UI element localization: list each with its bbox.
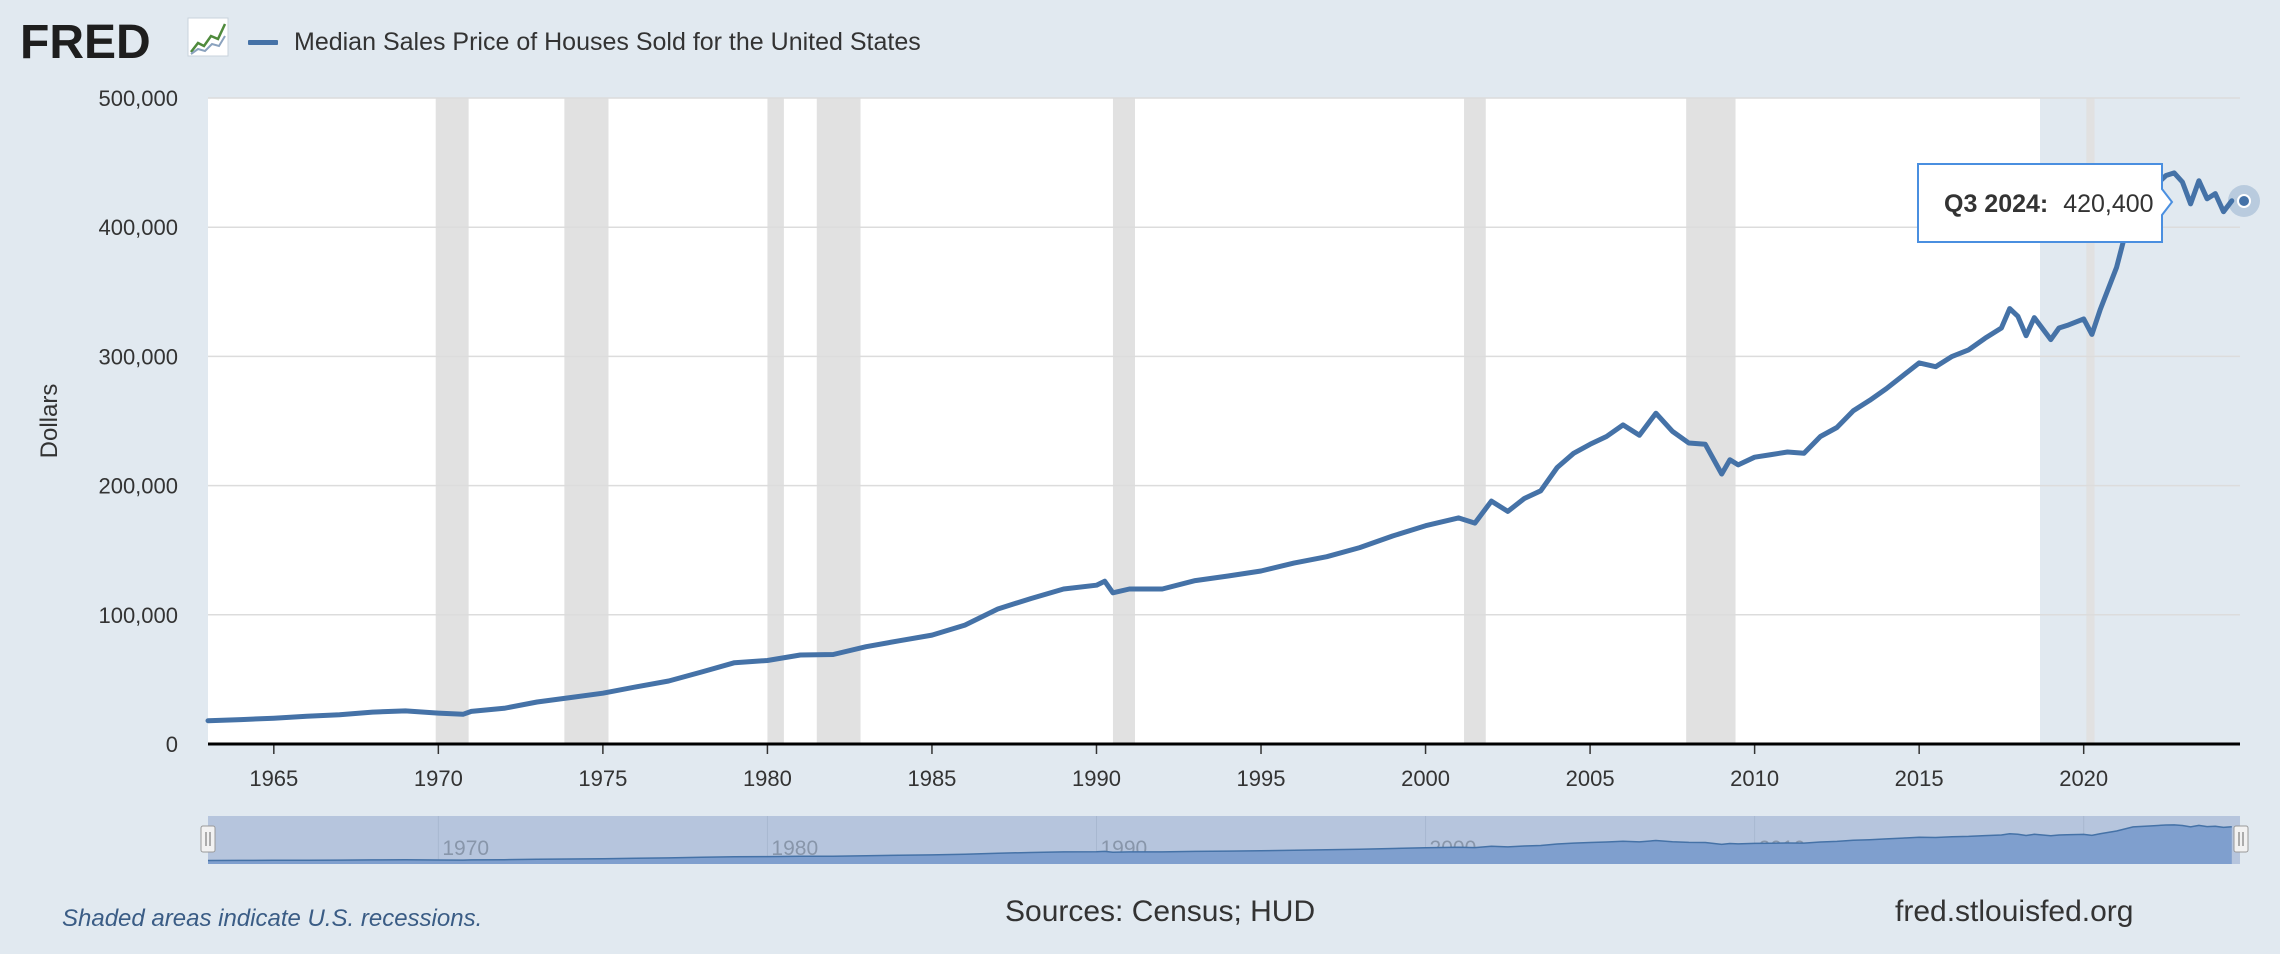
recession-bands [435,98,2095,744]
x-tick-label: 1965 [249,766,298,791]
navigator-tick-label: 1970 [442,837,489,860]
y-axis-title: Dollars [36,384,63,459]
svg-text:Q3 2024: 420,400: Q3 2024: 420,400 [1944,190,2154,218]
x-tick-label: 1995 [1237,766,1286,791]
navigator-handle-left[interactable] [200,825,216,853]
sources-text: Sources: Census; HUD [1005,895,1316,928]
recession-note: Shaded areas indicate U.S. recessions. [62,905,483,932]
x-tick-label: 1970 [414,766,463,791]
series-group [205,170,2235,724]
x-tick-label: 2015 [1895,766,1944,791]
fred-logo-text: FRED [20,16,151,68]
y-gridlines [208,97,2240,616]
time-navigator[interactable]: 197019801990200020102020 [200,816,2249,864]
x-tick-label: 2010 [1730,766,1779,791]
recession-band-3 [816,98,861,744]
recession-band-6 [1686,98,1736,744]
recession-band-2 [767,98,784,744]
legend-series-swatch [248,39,278,45]
y-tick-label: 500,000 [98,86,178,111]
legend-series-label: Median Sales Price of Houses Sold for th… [294,27,921,56]
x-tick-label: 1975 [578,766,627,791]
x-tick-label: 1990 [1072,766,1121,791]
chart-legend[interactable]: Median Sales Price of Houses Sold for th… [248,24,921,60]
x-axis-tick-labels: 1965 1970 1975 1980 1985 1990 1995 2000 2005 2010… [249,744,2108,791]
navigator-area [208,824,2232,864]
tooltip-label: Q3 2024: [1944,190,2048,218]
x-tick-label: 2000 [1401,766,1450,791]
navigator-handle-right[interactable] [2233,825,2249,853]
x-tick-label: 1980 [743,766,792,791]
y-tick-label: 100,000 [98,603,178,628]
recession-band-1 [564,98,609,744]
y-tick-label: 200,000 [98,474,178,499]
y-tick-label: 300,000 [98,344,178,369]
fred-logo[interactable]: FRED [20,14,240,68]
fred-graph-icon [187,17,229,57]
recession-band-7 [2086,98,2095,744]
y-axis-tick-labels: 0 100,000 200,000 300,000 400,000 500,000 [98,86,178,757]
recession-band-4 [1112,98,1135,744]
x-tick-label: 2005 [1566,766,1615,791]
recession-band-5 [1464,98,1486,744]
hover-point [2237,194,2251,208]
navigator-line [207,824,2232,862]
y-tick-label: 400,000 [98,215,178,240]
recession-band-0 [435,98,469,744]
navigator-tick-label: 1980 [771,837,818,860]
x-tick-label: 2020 [2059,766,2108,791]
tooltip-box [1917,163,2174,243]
site-url[interactable]: fred.stlouisfed.org [1895,895,2134,928]
tooltip-value: 420,400 [2063,190,2153,218]
x-tick-label: 1985 [907,766,956,791]
y-tick-label: 0 [166,732,178,757]
data-tooltip: Q3 2024: 420,400 [1917,163,2260,243]
series-line [205,170,2235,724]
